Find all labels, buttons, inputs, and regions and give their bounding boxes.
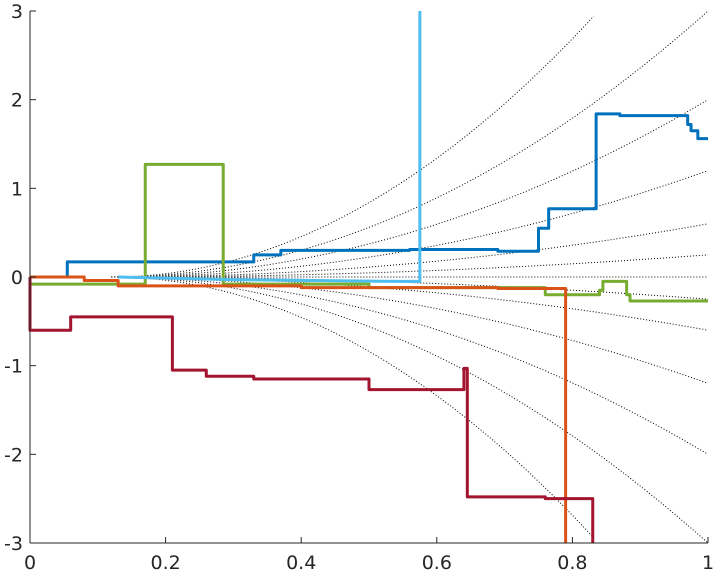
x-axis-ticks: 0 0.2 0.4 0.6 0.8 1: [24, 537, 714, 574]
x-tick-label: 0.6: [422, 552, 452, 574]
series-line-5: [28, 277, 595, 543]
x-tick-label: 0.4: [286, 552, 316, 574]
reference-curve-2: [111, 254, 709, 278]
x-tick-label: 0.2: [150, 552, 180, 574]
x-tick-label: 0: [24, 552, 36, 574]
x-tick-label: 1: [702, 552, 714, 574]
series-line-1: [65, 112, 708, 277]
reference-curve-4: [111, 223, 709, 278]
reference-curves: [111, 10, 709, 544]
y-tick-label: -3: [4, 533, 23, 555]
reference-curve-6: [111, 170, 709, 278]
reference-curve-10: [111, 10, 709, 278]
series-line-2: [30, 162, 708, 303]
series-layer: [28, 11, 708, 543]
y-tick-label: 0: [11, 267, 23, 289]
y-tick-label: 2: [11, 90, 23, 112]
reference-curve-11: [111, 276, 709, 544]
x-tick-label: 0.8: [557, 552, 587, 574]
reference-curve-13: [111, 276, 595, 539]
reference-curve-9: [111, 276, 709, 455]
series-line-4: [30, 275, 568, 543]
y-tick-label: 3: [11, 1, 23, 23]
reference-curve-12: [111, 15, 595, 278]
y-axis-ticks: -3 -2 -1 0 1 2 3: [4, 1, 36, 555]
y-tick-label: 1: [11, 178, 23, 200]
reference-curve-8: [111, 99, 709, 278]
series-line-3: [118, 11, 422, 283]
reference-curve-3: [111, 276, 709, 300]
y-tick-label: -1: [4, 356, 23, 378]
y-tick-label: -2: [4, 444, 23, 466]
